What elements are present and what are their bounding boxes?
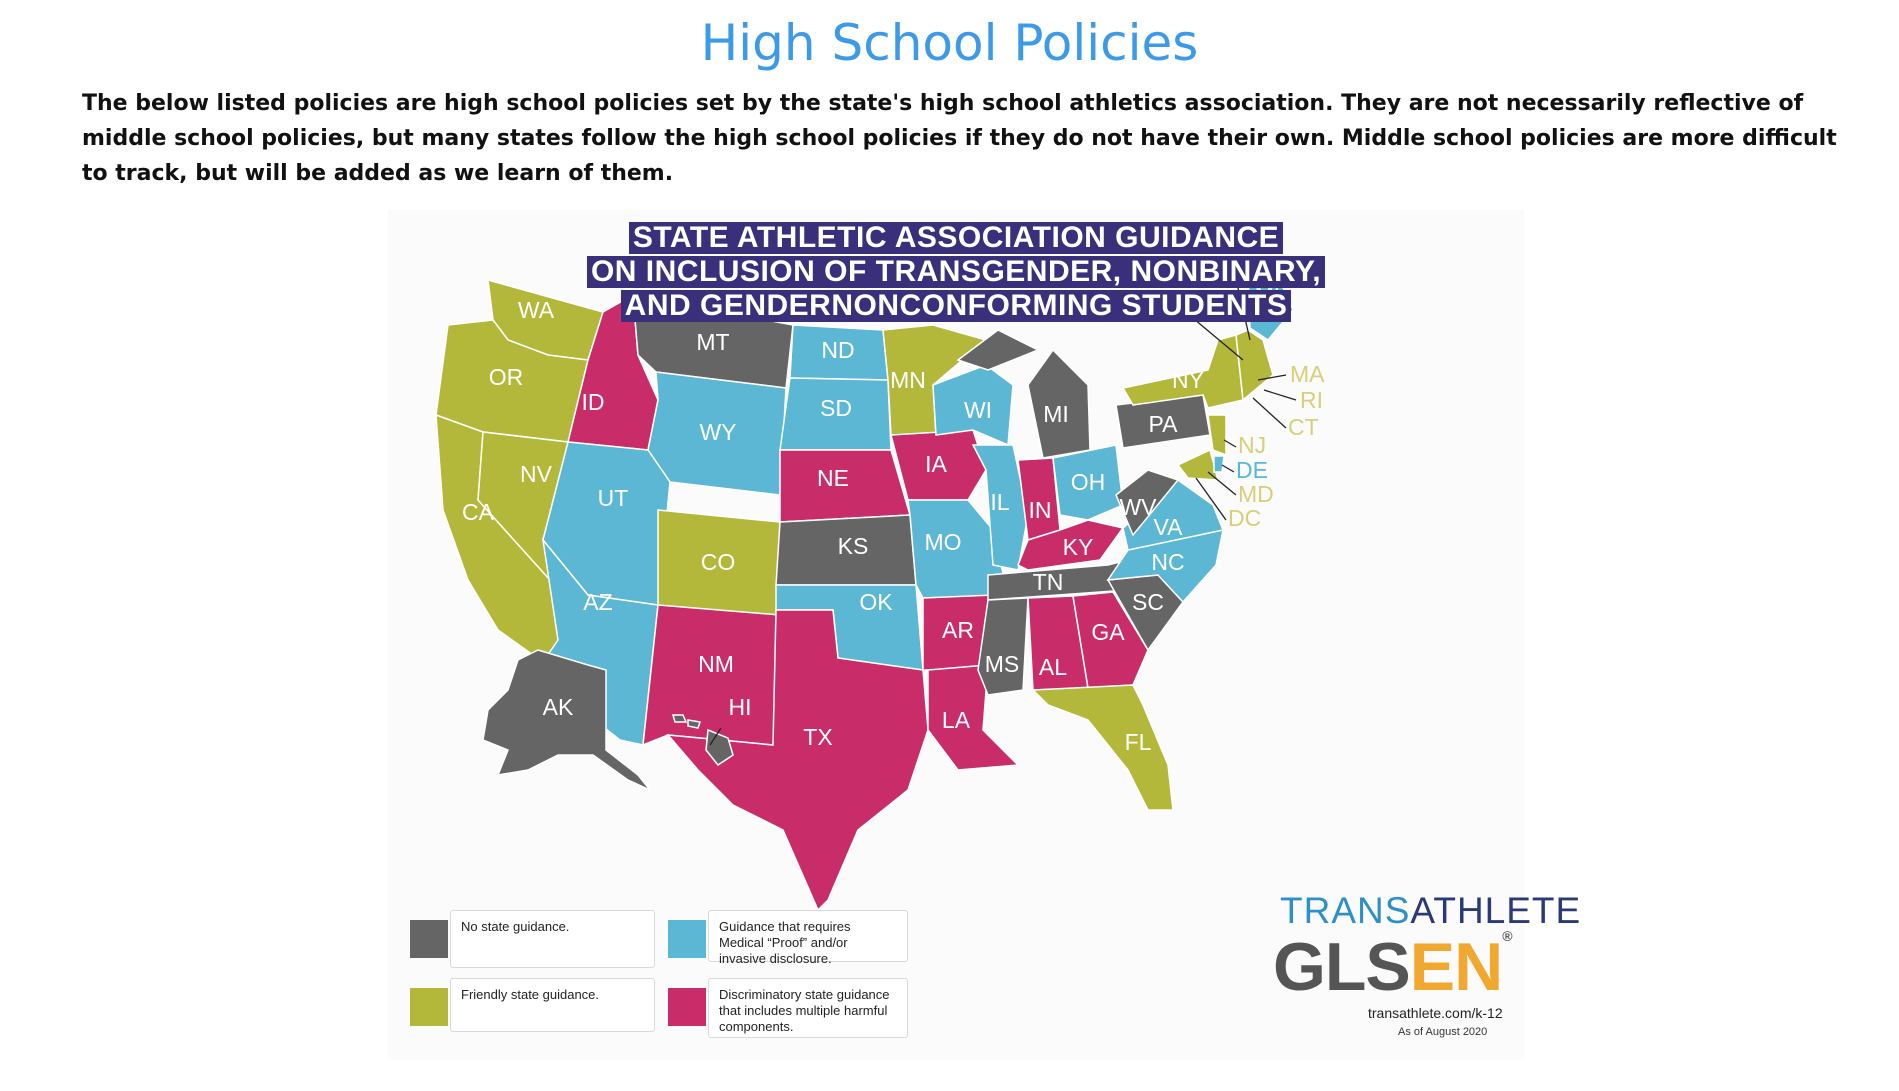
label-NY: NY: [1172, 367, 1204, 393]
glsen-logo: GLSEN®: [1273, 928, 1513, 1005]
label-MN: MN: [890, 367, 926, 393]
label-RI: RI: [1300, 387, 1323, 413]
label-SD: SD: [820, 395, 852, 421]
label-LA: LA: [942, 707, 971, 733]
label-SC: SC: [1132, 589, 1164, 615]
label-IL: IL: [990, 489, 1009, 515]
map-banner: STATE ATHLETIC ASSOCIATION GUIDANCE ON I…: [388, 222, 1524, 324]
label-VA: VA: [1154, 514, 1184, 540]
label-GA: GA: [1091, 619, 1125, 645]
label-ID: ID: [582, 389, 605, 415]
label-IA: IA: [925, 451, 947, 477]
label-NV: NV: [520, 461, 553, 487]
label-AZ: AZ: [583, 589, 612, 615]
legend-none: No state guidance.: [450, 910, 655, 968]
label-AL: AL: [1039, 654, 1067, 680]
legend-medical: Guidance that requires Medical “Proof” a…: [708, 910, 908, 966]
us-states-map: WA OR CA NV ID MT WY UT AZ CO NM ND SD N…: [435, 259, 1325, 912]
state-MI: [1027, 348, 1091, 459]
label-DC: DC: [1228, 505, 1261, 531]
label-WY: WY: [699, 419, 736, 445]
state-KY: [1017, 519, 1125, 571]
banner-line-1: STATE ATHLETIC ASSOCIATION GUIDANCE: [628, 222, 1284, 254]
label-HI: HI: [729, 694, 752, 720]
legend-none-text: No state guidance.: [461, 919, 570, 934]
state-NJ: [1207, 414, 1227, 457]
legend-swatch-medical: [668, 920, 706, 958]
label-MT: MT: [696, 329, 729, 355]
as-of-date: As of August 2020: [1398, 1026, 1488, 1038]
state-OH: [1052, 444, 1124, 521]
label-MI: MI: [1043, 401, 1069, 427]
label-OH: OH: [1071, 469, 1106, 495]
state-WV: [1115, 469, 1180, 537]
legend-swatch-discriminatory: [668, 988, 706, 1026]
label-MD: MD: [1238, 481, 1274, 507]
label-NE: NE: [817, 465, 849, 491]
label-NJ: NJ: [1238, 432, 1266, 458]
legend-swatch-none: [410, 920, 448, 958]
label-MS: MS: [985, 651, 1020, 677]
label-OK: OK: [859, 589, 893, 615]
label-CT: CT: [1288, 414, 1319, 440]
banner-line-3: AND GENDERNONCONFORMING STUDENTS: [620, 290, 1292, 322]
label-IN: IN: [1029, 497, 1052, 523]
label-ND: ND: [821, 337, 854, 363]
label-MA: MA: [1290, 361, 1325, 387]
label-TN: TN: [1033, 569, 1064, 595]
legend-swatch-friendly: [410, 988, 448, 1026]
intro-paragraph: The below listed policies are high schoo…: [82, 91, 1837, 186]
legend-friendly-text: Friendly state guidance.: [461, 987, 600, 1002]
label-KS: KS: [838, 533, 869, 559]
label-AK: AK: [543, 694, 574, 720]
label-NC: NC: [1151, 549, 1184, 575]
state-MI-up: [956, 329, 1040, 371]
transathlete-logo: TRANSATHLETE: [1280, 890, 1582, 931]
label-WI: WI: [964, 397, 992, 423]
label-MO: MO: [924, 529, 961, 555]
state-MS: [977, 597, 1029, 696]
legend-medical-text: Guidance that requires Medical “Proof” a…: [719, 919, 851, 966]
state-NE-group: [1235, 329, 1274, 402]
state-IL: [971, 444, 1029, 571]
state-GA: [1072, 591, 1149, 689]
label-PA: PA: [1149, 411, 1179, 437]
state-AK: [482, 649, 651, 791]
label-WV: WV: [1119, 494, 1157, 520]
source-url: transathlete.com/k-12: [1368, 1005, 1503, 1021]
state-DE: [1213, 455, 1225, 473]
label-TX: TX: [803, 724, 832, 750]
label-CA: CA: [462, 499, 495, 525]
label-UT: UT: [598, 485, 629, 511]
label-FL: FL: [1125, 729, 1152, 755]
banner-line-2: ON INCLUSION OF TRANSGENDER, NONBINARY,: [586, 256, 1326, 288]
policy-map-graphic: WA OR CA NV ID MT WY UT AZ CO NM ND SD N…: [388, 210, 1580, 1060]
label-DE: DE: [1236, 457, 1268, 483]
label-WA: WA: [518, 297, 555, 323]
state-TX: [666, 609, 929, 912]
label-AR: AR: [942, 617, 974, 643]
legend-discriminatory-text: Discriminatory state guidance that inclu…: [719, 987, 890, 1034]
legend-friendly: Friendly state guidance.: [450, 978, 655, 1032]
state-FL: [1031, 684, 1174, 811]
label-KY: KY: [1063, 534, 1094, 560]
state-HI: [672, 714, 734, 767]
label-NM: NM: [698, 651, 734, 677]
page-title: High School Policies: [700, 14, 1199, 72]
label-CO: CO: [701, 549, 736, 575]
label-OR: OR: [489, 364, 524, 390]
legend-discriminatory: Discriminatory state guidance that inclu…: [708, 978, 908, 1038]
